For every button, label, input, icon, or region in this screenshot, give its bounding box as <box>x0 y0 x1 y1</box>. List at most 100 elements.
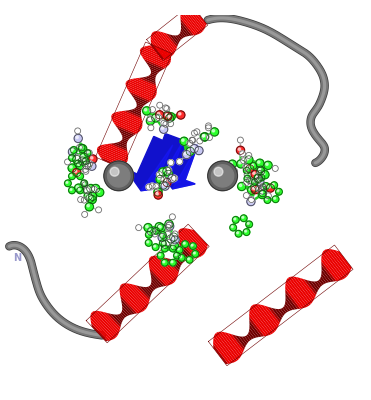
Circle shape <box>244 172 250 178</box>
Circle shape <box>88 162 92 166</box>
Polygon shape <box>116 142 127 147</box>
Circle shape <box>164 168 170 174</box>
Circle shape <box>148 118 151 121</box>
Circle shape <box>75 161 81 166</box>
Circle shape <box>242 158 246 163</box>
Polygon shape <box>122 138 128 142</box>
Circle shape <box>81 146 83 149</box>
Circle shape <box>265 198 270 202</box>
Circle shape <box>207 135 212 140</box>
Circle shape <box>80 146 82 148</box>
Circle shape <box>162 121 166 126</box>
Circle shape <box>82 159 86 164</box>
Circle shape <box>247 153 251 158</box>
Circle shape <box>239 138 240 140</box>
Polygon shape <box>151 278 160 288</box>
Polygon shape <box>98 152 125 166</box>
Polygon shape <box>99 154 124 167</box>
Circle shape <box>75 128 81 134</box>
Polygon shape <box>285 282 305 308</box>
Circle shape <box>214 167 223 176</box>
Polygon shape <box>140 48 171 62</box>
Circle shape <box>244 175 251 182</box>
Circle shape <box>182 241 188 248</box>
Polygon shape <box>149 45 171 55</box>
Circle shape <box>159 254 161 256</box>
Polygon shape <box>183 8 203 32</box>
Circle shape <box>208 161 237 191</box>
Circle shape <box>161 183 163 185</box>
Polygon shape <box>101 145 128 158</box>
Circle shape <box>256 178 264 186</box>
Circle shape <box>162 183 168 189</box>
Circle shape <box>82 212 88 217</box>
Circle shape <box>252 171 258 177</box>
Circle shape <box>73 168 81 176</box>
Polygon shape <box>99 311 120 332</box>
Circle shape <box>88 162 96 170</box>
Polygon shape <box>151 275 162 287</box>
Circle shape <box>251 185 257 191</box>
Circle shape <box>195 146 203 155</box>
Circle shape <box>70 188 72 190</box>
Polygon shape <box>165 258 179 272</box>
Circle shape <box>190 137 196 143</box>
Polygon shape <box>152 32 172 57</box>
Polygon shape <box>155 256 177 279</box>
Circle shape <box>148 117 150 119</box>
Polygon shape <box>187 8 205 30</box>
Circle shape <box>163 184 165 186</box>
Circle shape <box>173 176 175 178</box>
Circle shape <box>256 176 258 178</box>
Polygon shape <box>166 33 178 47</box>
Circle shape <box>69 188 75 193</box>
Polygon shape <box>319 278 324 285</box>
Circle shape <box>164 170 173 178</box>
Circle shape <box>255 175 261 182</box>
Circle shape <box>237 147 244 153</box>
Polygon shape <box>267 307 281 323</box>
Circle shape <box>82 158 89 164</box>
Polygon shape <box>173 146 198 189</box>
Polygon shape <box>150 268 167 286</box>
Circle shape <box>257 166 264 173</box>
Circle shape <box>191 130 197 136</box>
Polygon shape <box>119 289 142 313</box>
Circle shape <box>97 208 99 210</box>
Circle shape <box>78 146 79 148</box>
Circle shape <box>79 158 85 164</box>
Circle shape <box>248 198 254 205</box>
Circle shape <box>235 230 242 237</box>
Circle shape <box>147 116 153 122</box>
Polygon shape <box>321 269 331 282</box>
Circle shape <box>193 132 194 133</box>
Circle shape <box>174 253 180 258</box>
Circle shape <box>87 184 95 193</box>
Circle shape <box>249 197 255 202</box>
Circle shape <box>233 217 238 222</box>
Polygon shape <box>249 324 259 338</box>
Circle shape <box>177 111 185 119</box>
Circle shape <box>165 107 167 109</box>
Circle shape <box>154 185 156 187</box>
Circle shape <box>241 152 243 154</box>
Polygon shape <box>91 312 116 339</box>
Polygon shape <box>122 135 129 140</box>
Polygon shape <box>91 323 108 341</box>
Circle shape <box>206 124 211 128</box>
Circle shape <box>76 162 84 170</box>
Polygon shape <box>150 284 155 290</box>
Circle shape <box>253 180 255 182</box>
Polygon shape <box>184 228 207 252</box>
Circle shape <box>72 148 74 150</box>
Circle shape <box>165 231 171 237</box>
Circle shape <box>76 129 78 131</box>
Circle shape <box>170 246 175 251</box>
Polygon shape <box>149 261 171 285</box>
Polygon shape <box>123 283 147 308</box>
Circle shape <box>198 139 202 143</box>
Circle shape <box>152 114 160 122</box>
Circle shape <box>75 155 81 161</box>
Polygon shape <box>322 252 344 280</box>
Circle shape <box>90 156 96 162</box>
